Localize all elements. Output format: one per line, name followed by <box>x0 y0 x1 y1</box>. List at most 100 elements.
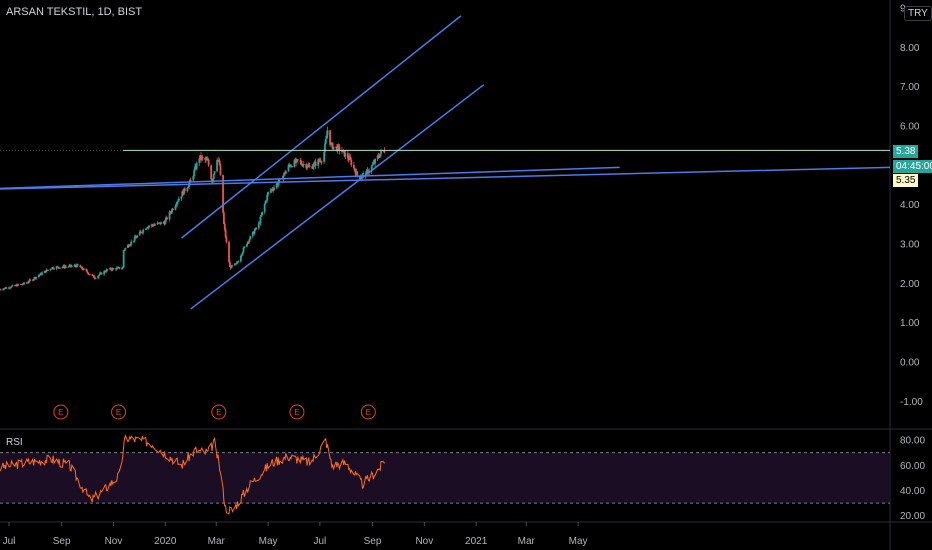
candle-body <box>35 276 38 279</box>
candle-body <box>171 209 173 213</box>
time-tick-label: Jul <box>313 536 326 547</box>
candle-body <box>135 237 138 239</box>
candle-body <box>299 160 302 162</box>
candle-body <box>230 265 233 269</box>
earnings-marker-label: E <box>116 408 121 417</box>
candle-body <box>26 282 29 284</box>
candle-body <box>344 153 347 157</box>
trend-line-price-tag: 5.35 <box>893 174 919 187</box>
trend-line <box>0 166 620 190</box>
price-tick-label: 8.00 <box>900 43 920 54</box>
candle-body <box>273 187 275 190</box>
candle-body <box>218 160 221 166</box>
price-tick-label: 0.00 <box>900 358 920 369</box>
candle-body <box>175 204 178 206</box>
candle-body <box>312 166 314 169</box>
rsi-label: RSI <box>6 437 23 448</box>
earnings-marker-label: E <box>294 408 299 417</box>
candle-body <box>29 279 32 281</box>
earnings-marker-icon <box>111 404 127 420</box>
candle-body <box>106 269 109 271</box>
candle-body <box>136 235 139 238</box>
candle-body <box>57 266 60 268</box>
candle-body <box>271 189 274 191</box>
candle-body <box>180 196 183 199</box>
earnings-marker-icon <box>211 404 227 420</box>
candle-body <box>325 135 328 139</box>
candle-body <box>115 267 118 270</box>
earnings-marker-label: E <box>58 408 63 417</box>
candle-body <box>132 240 135 242</box>
candle-body <box>319 160 322 162</box>
candle-body <box>110 267 112 270</box>
candle-body <box>23 282 26 284</box>
candle-body <box>177 200 179 202</box>
candle-body <box>200 157 203 160</box>
candle-body <box>28 279 31 282</box>
candle-body <box>240 254 243 256</box>
candle-body <box>257 223 260 229</box>
candle-body <box>174 205 177 210</box>
candle-body <box>277 182 280 186</box>
candle-body <box>314 161 317 166</box>
candle-body <box>278 179 281 183</box>
candle-body <box>11 285 14 287</box>
candle-body <box>254 227 257 231</box>
candle-body <box>45 269 48 273</box>
candle-body <box>290 166 293 168</box>
candle-body <box>272 189 275 191</box>
candle-body <box>247 241 250 243</box>
candle-body <box>97 275 100 279</box>
chart-title: ARSAN TEKSTIL, 1D, BIST <box>6 6 143 18</box>
candle-body <box>317 159 320 166</box>
rsi-tick-label: 80.00 <box>900 436 925 447</box>
candle-body <box>349 156 352 160</box>
candle-body <box>134 236 137 238</box>
candle-body <box>86 270 89 273</box>
candle-body <box>124 247 127 250</box>
price-tick-label: 2.00 <box>900 279 920 290</box>
candle-body <box>32 279 35 281</box>
candle-body <box>234 263 237 265</box>
candle-body <box>239 255 242 262</box>
candle-body <box>138 231 141 236</box>
candle-body <box>128 245 131 247</box>
time-tick-label: Sep <box>53 536 71 547</box>
candle-body <box>52 267 55 269</box>
candle-body <box>91 274 94 276</box>
time-tick-label: Nov <box>105 536 123 547</box>
candle-body <box>306 167 309 169</box>
candle-body <box>245 244 248 247</box>
candle-body <box>17 284 20 286</box>
price-tick-label: 9 <box>900 4 906 15</box>
candle-body <box>130 241 133 245</box>
currency-button[interactable]: TRY <box>904 6 932 21</box>
price-tick-label: 4.00 <box>900 200 920 211</box>
candle-body <box>177 198 180 201</box>
candle-body <box>82 268 85 270</box>
candle-body <box>313 163 315 167</box>
candle-body <box>87 272 89 274</box>
candle-body <box>295 159 297 163</box>
candle-body <box>282 175 285 180</box>
candle-body <box>186 188 189 192</box>
candle-body <box>300 161 303 164</box>
candle-body <box>223 223 226 230</box>
candle-body <box>55 266 58 269</box>
candle-body <box>129 244 132 246</box>
countdown-tag: 04:45:00 <box>893 160 932 173</box>
candle-body <box>183 188 185 195</box>
candle-body <box>253 230 256 234</box>
candle-body <box>336 145 339 152</box>
candle-body <box>147 226 150 228</box>
time-tick-label: May <box>569 536 588 547</box>
candle-body <box>259 216 262 224</box>
candle-body <box>249 236 252 240</box>
candle-body <box>141 232 144 234</box>
candle-body <box>296 159 299 161</box>
candle-body <box>293 160 296 167</box>
candle-body <box>93 277 96 279</box>
candle-body <box>21 284 24 286</box>
candle-body <box>122 250 125 268</box>
candle-body <box>100 272 103 275</box>
